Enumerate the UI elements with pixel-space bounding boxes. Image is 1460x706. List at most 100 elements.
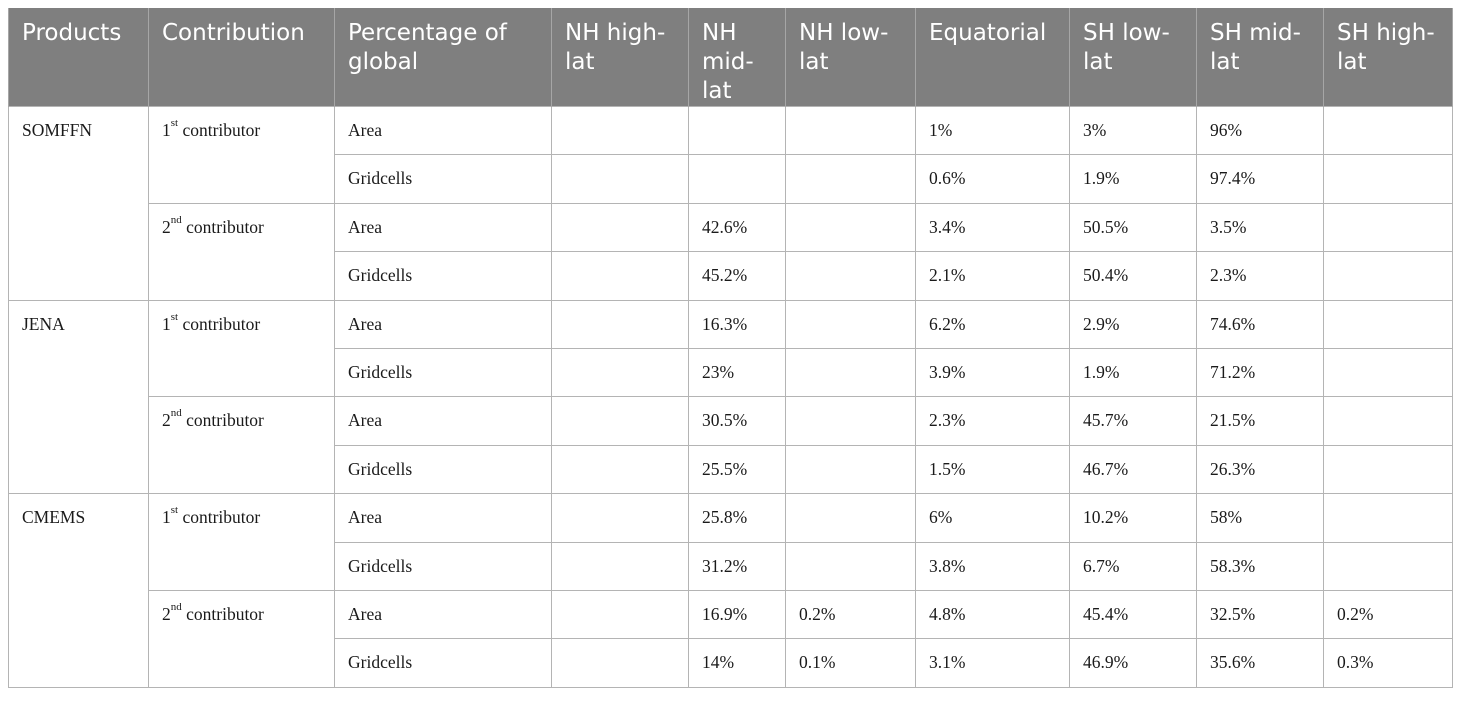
value-cell <box>688 105 786 156</box>
value-cell: 97.4% <box>1196 154 1324 204</box>
value-cell <box>551 299 689 349</box>
value-cell: 0.1% <box>785 638 916 688</box>
contribution-ordinal: 1 <box>162 313 171 334</box>
value-cell: 26.3% <box>1196 444 1324 495</box>
contribution-ordinal-suffix: nd <box>170 407 182 420</box>
table-row: Gridcells 14% 0.1% 3.1% 46.9% 35.6% 0.3% <box>9 638 1453 688</box>
value-cell: 4.8% <box>915 589 1070 640</box>
value-cell: 3.4% <box>915 202 1070 253</box>
contribution-text: contributor <box>178 313 261 334</box>
value-cell <box>1323 154 1453 204</box>
contribution-ordinal: 2 <box>162 216 171 237</box>
metric-cell: Gridcells <box>334 444 552 495</box>
value-cell <box>785 347 916 398</box>
value-cell: 74.6% <box>1196 299 1324 349</box>
value-cell: 6% <box>915 493 1070 543</box>
table-row: 2nd contributor Area 42.6% 3.4% 50.5% 3.5% <box>9 202 1453 301</box>
value-cell <box>785 299 916 349</box>
contribution-ordinal-suffix: nd <box>170 600 182 613</box>
contribution-cell: 1st contributor <box>148 299 335 398</box>
contribution-cell: 1st contributor <box>148 106 335 204</box>
value-cell: 58% <box>1196 493 1324 543</box>
header-row: Products Contribution Percentage of glob… <box>8 8 1453 107</box>
contribution-ordinal-suffix: st <box>170 117 179 129</box>
value-cell <box>785 396 916 446</box>
metric-cell: Gridcells <box>334 154 552 204</box>
value-cell: 50.5% <box>1069 202 1197 253</box>
contribution-text: contributor <box>178 120 261 140</box>
contribution-ordinal-suffix: nd <box>170 213 182 226</box>
value-cell <box>1323 444 1453 495</box>
table-header: Products Contribution Percentage of glob… <box>8 8 1453 107</box>
table-row: Gridcells 23% 3.9% 1.9% 71.2% <box>9 347 1453 398</box>
value-cell: 1.5% <box>915 444 1070 495</box>
contribution-ordinal-suffix: st <box>170 504 179 517</box>
table-row: 2nd contributor Area 16.9% 0.2% 4.8% 45.4% 32.… <box>9 589 1453 688</box>
value-cell <box>551 105 689 156</box>
value-cell <box>551 251 689 301</box>
value-cell: 3.9% <box>915 347 1070 398</box>
value-cell: 3.8% <box>915 541 1070 591</box>
value-cell: 2.3% <box>1196 251 1324 301</box>
value-cell: 6.2% <box>915 299 1070 349</box>
value-cell: 71.2% <box>1196 347 1324 398</box>
table-row: Gridcells 0.6% 1.9% 97.4% <box>9 154 1453 204</box>
header-percentage-of-global: Percentage of global <box>334 8 552 107</box>
value-cell: 42.6% <box>688 202 786 253</box>
header-products: Products <box>8 8 149 107</box>
value-cell <box>1323 541 1453 591</box>
metric-cell: Area <box>334 105 552 156</box>
value-cell: 32.5% <box>1196 589 1324 640</box>
metric-cell: Area <box>334 202 552 253</box>
metric-cell: Gridcells <box>334 541 552 591</box>
contribution-ordinal: 2 <box>162 603 171 624</box>
table-row: Gridcells 25.5% 1.5% 46.7% 26.3% <box>9 444 1453 495</box>
header-nh-mid-lat: NH mid-lat <box>688 8 786 107</box>
value-cell: 0.3% <box>1323 638 1453 688</box>
header-sh-mid-lat: SH mid-lat <box>1196 8 1324 107</box>
value-cell: 45.4% <box>1069 589 1197 640</box>
header-sh-high-lat: SH high-lat <box>1323 8 1453 107</box>
value-cell: 3.5% <box>1196 202 1324 253</box>
metric-cell: Area <box>334 396 552 446</box>
value-cell: 21.5% <box>1196 396 1324 446</box>
value-cell: 35.6% <box>1196 638 1324 688</box>
value-cell <box>1323 202 1453 253</box>
metric-cell: Area <box>334 589 552 640</box>
value-cell: 16.9% <box>688 589 786 640</box>
header-nh-low-lat: NH low-lat <box>785 8 916 107</box>
metric-cell: Gridcells <box>334 251 552 301</box>
contribution-ordinal: 2 <box>162 410 171 431</box>
value-cell <box>551 154 689 204</box>
value-cell: 30.5% <box>688 396 786 446</box>
value-cell: 45.7% <box>1069 396 1197 446</box>
metric-cell: Area <box>334 493 552 543</box>
table-row: CMEMS 1st contributor Area 25.8% 6% 10.2% 58% <box>8 493 1453 688</box>
value-cell: 45.2% <box>688 251 786 301</box>
value-cell: 1% <box>915 105 1070 156</box>
header-contribution: Contribution <box>148 8 335 107</box>
value-cell: 46.7% <box>1069 444 1197 495</box>
contribution-ordinal: 1 <box>162 120 171 140</box>
product-name-cell: SOMFFN <box>8 106 149 301</box>
value-cell: 58.3% <box>1196 541 1324 591</box>
value-cell: 1.9% <box>1069 347 1197 398</box>
value-cell <box>1323 347 1453 398</box>
product-name-cell: JENA <box>8 299 149 495</box>
value-cell: 14% <box>688 638 786 688</box>
value-cell <box>1323 105 1453 156</box>
value-cell: 23% <box>688 347 786 398</box>
value-cell: 2.9% <box>1069 299 1197 349</box>
value-cell <box>551 541 689 591</box>
contribution-ordinal: 1 <box>162 507 171 528</box>
contribution-cell: 2nd contributor <box>148 396 335 495</box>
value-cell <box>785 541 916 591</box>
contribution-text: contributor <box>181 603 264 624</box>
metric-cell: Gridcells <box>334 638 552 688</box>
value-cell <box>785 493 916 543</box>
value-cell: 31.2% <box>688 541 786 591</box>
value-cell <box>551 347 689 398</box>
value-cell: 0.2% <box>785 589 916 640</box>
value-cell <box>1323 396 1453 446</box>
value-cell: 96% <box>1196 105 1324 156</box>
